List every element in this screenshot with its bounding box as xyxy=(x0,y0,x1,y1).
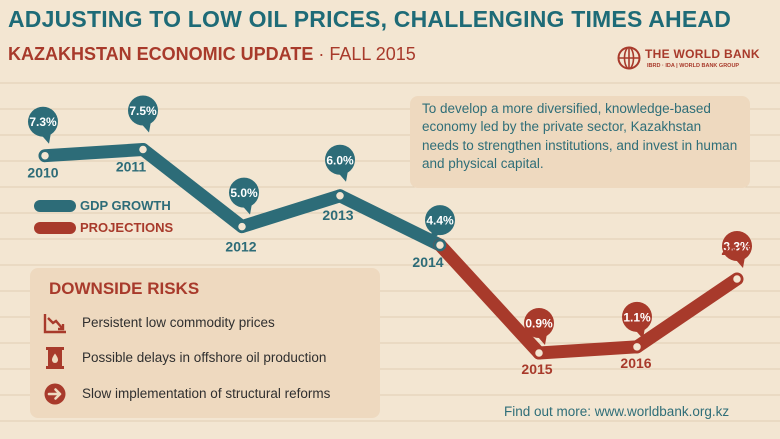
declining-chart-icon xyxy=(43,314,66,334)
page-title: ADJUSTING TO LOW OIL PRICES, CHALLENGING… xyxy=(8,6,732,32)
data-value-label: 3.3% xyxy=(723,240,751,254)
world-bank-logo: THE WORLD BANK IBRD · IDA | WORLD BANK G… xyxy=(617,46,767,76)
subtitle-season: FALL 2015 xyxy=(329,44,416,64)
gdp-line-segment xyxy=(235,189,347,234)
value-label-pin: 7.5% xyxy=(128,95,158,133)
legend-projection-swatch xyxy=(34,222,76,234)
risk-item: Possible delays in offshore oil producti… xyxy=(42,346,378,370)
risk-item: Slow implementation of structural reform… xyxy=(42,382,378,406)
gdp-line-segment xyxy=(136,143,249,234)
risk-label: Possible delays in offshore oil producti… xyxy=(82,350,327,365)
data-point xyxy=(136,143,150,156)
value-label-pin: 7.3% xyxy=(28,106,58,144)
arrow-circle-icon xyxy=(44,383,66,405)
value-label-pin: 4.4% xyxy=(425,205,455,242)
year-label: 2011 xyxy=(116,159,147,175)
world-bank-name: THE WORLD BANK xyxy=(645,47,760,61)
data-point xyxy=(333,189,347,203)
year-label: 2015 xyxy=(521,361,552,377)
data-point xyxy=(532,346,546,360)
projection-line-segment xyxy=(630,272,744,354)
data-value-label: 4.4% xyxy=(426,214,454,228)
globe-icon xyxy=(617,46,641,70)
page-subtitle: KAZAKHSTAN ECONOMIC UPDATE · FALL 2015 xyxy=(8,44,416,65)
risk-label: Slow implementation of structural reform… xyxy=(82,386,331,401)
value-label-pin: 0.9% xyxy=(524,308,554,345)
value-label-pin: 5.0% xyxy=(229,177,259,215)
data-point xyxy=(235,220,249,233)
legend-gdp: GDP GROWTH xyxy=(34,198,194,213)
year-label: 2016 xyxy=(620,355,651,371)
data-point xyxy=(433,238,447,252)
gdp-line-segment xyxy=(333,189,447,252)
data-value-label: 5.0% xyxy=(230,186,258,200)
footer-link-text: Find out more: www.worldbank.org.kz xyxy=(504,404,730,419)
data-value-label: 0.9% xyxy=(525,317,553,331)
world-bank-tagline: IBRD · IDA | WORLD BANK GROUP xyxy=(647,63,740,69)
oil-barrel-icon xyxy=(46,347,64,369)
data-point xyxy=(38,149,52,162)
year-label: 2012 xyxy=(225,239,256,255)
legend-gdp-swatch xyxy=(34,200,76,212)
risks-heading: DOWNSIDE RISKS xyxy=(49,279,200,298)
callout-box: To develop a more diversified, knowledge… xyxy=(410,96,750,188)
projection-line-segment xyxy=(433,238,546,360)
legend-projection-label: PROJECTIONS xyxy=(80,220,174,235)
projection-line-segment xyxy=(532,340,644,360)
callout-text: To develop a more diversified, knowledge… xyxy=(422,101,738,171)
downside-risks-panel: DOWNSIDE RISKS Persistent low commodity … xyxy=(30,268,380,418)
risk-item: Persistent low commodity prices xyxy=(42,311,378,335)
value-label-pin: 1.1% xyxy=(622,301,652,339)
legend-projection: PROJECTIONS xyxy=(34,220,194,235)
data-value-label: 7.5% xyxy=(129,104,157,118)
data-value-label: 1.1% xyxy=(623,310,651,324)
value-label-pin: 6.0% xyxy=(325,144,355,182)
risk-label: Persistent low commodity prices xyxy=(82,315,275,330)
gdp-line-segment xyxy=(38,143,150,163)
data-point xyxy=(730,272,744,286)
value-label-pin: 3.3% xyxy=(722,231,752,269)
year-label: 2017 xyxy=(721,242,752,258)
data-point xyxy=(630,340,644,354)
data-value-label: 6.0% xyxy=(326,153,354,167)
year-label: 2010 xyxy=(27,165,58,181)
data-value-label: 7.3% xyxy=(29,115,57,129)
subtitle-report-name: KAZAKHSTAN ECONOMIC UPDATE xyxy=(8,44,314,64)
legend-gdp-label: GDP GROWTH xyxy=(80,198,171,213)
subtitle-separator: · xyxy=(318,44,325,64)
year-label: 2014 xyxy=(412,254,443,270)
year-label: 2013 xyxy=(322,207,353,223)
